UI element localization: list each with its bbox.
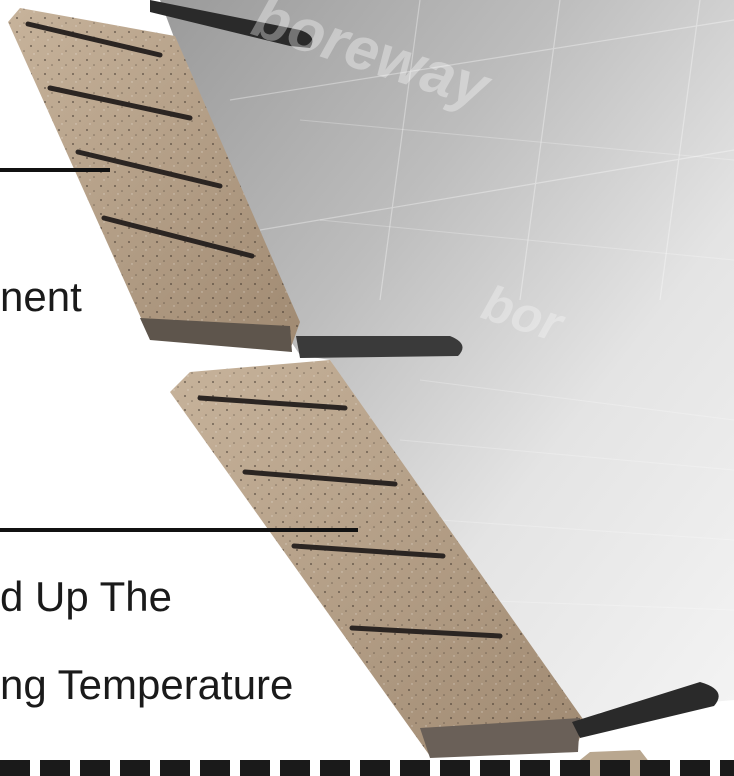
callout-line-lower [0,528,358,532]
upper-segment [8,8,300,352]
lower-segment [170,360,585,758]
callout-line-upper [0,168,110,172]
brushed-texture [299,119,734,611]
dashed-divider [0,760,734,776]
segment-label: nent [0,273,82,320]
steel-blade-body [160,0,734,735]
bottom-gullet-slot [572,682,719,738]
feature-label-line1: d Up The [0,573,172,620]
middle-gullet-slot [296,336,463,358]
feature-label-line2: ng Temperature [0,661,294,708]
background-grid [229,0,734,301]
top-gullet-slot [150,0,313,48]
